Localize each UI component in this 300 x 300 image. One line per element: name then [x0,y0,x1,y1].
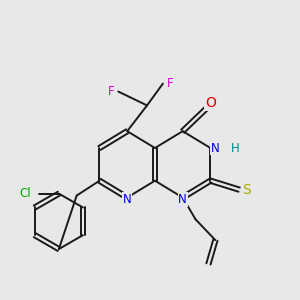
Text: Cl: Cl [20,187,31,200]
Text: F: F [167,77,173,90]
Text: S: S [242,183,250,196]
Text: N: N [211,142,220,154]
Text: N: N [178,193,187,206]
Text: F: F [108,85,115,98]
Text: H: H [231,142,240,154]
Text: O: O [205,96,216,110]
Text: N: N [123,193,132,206]
